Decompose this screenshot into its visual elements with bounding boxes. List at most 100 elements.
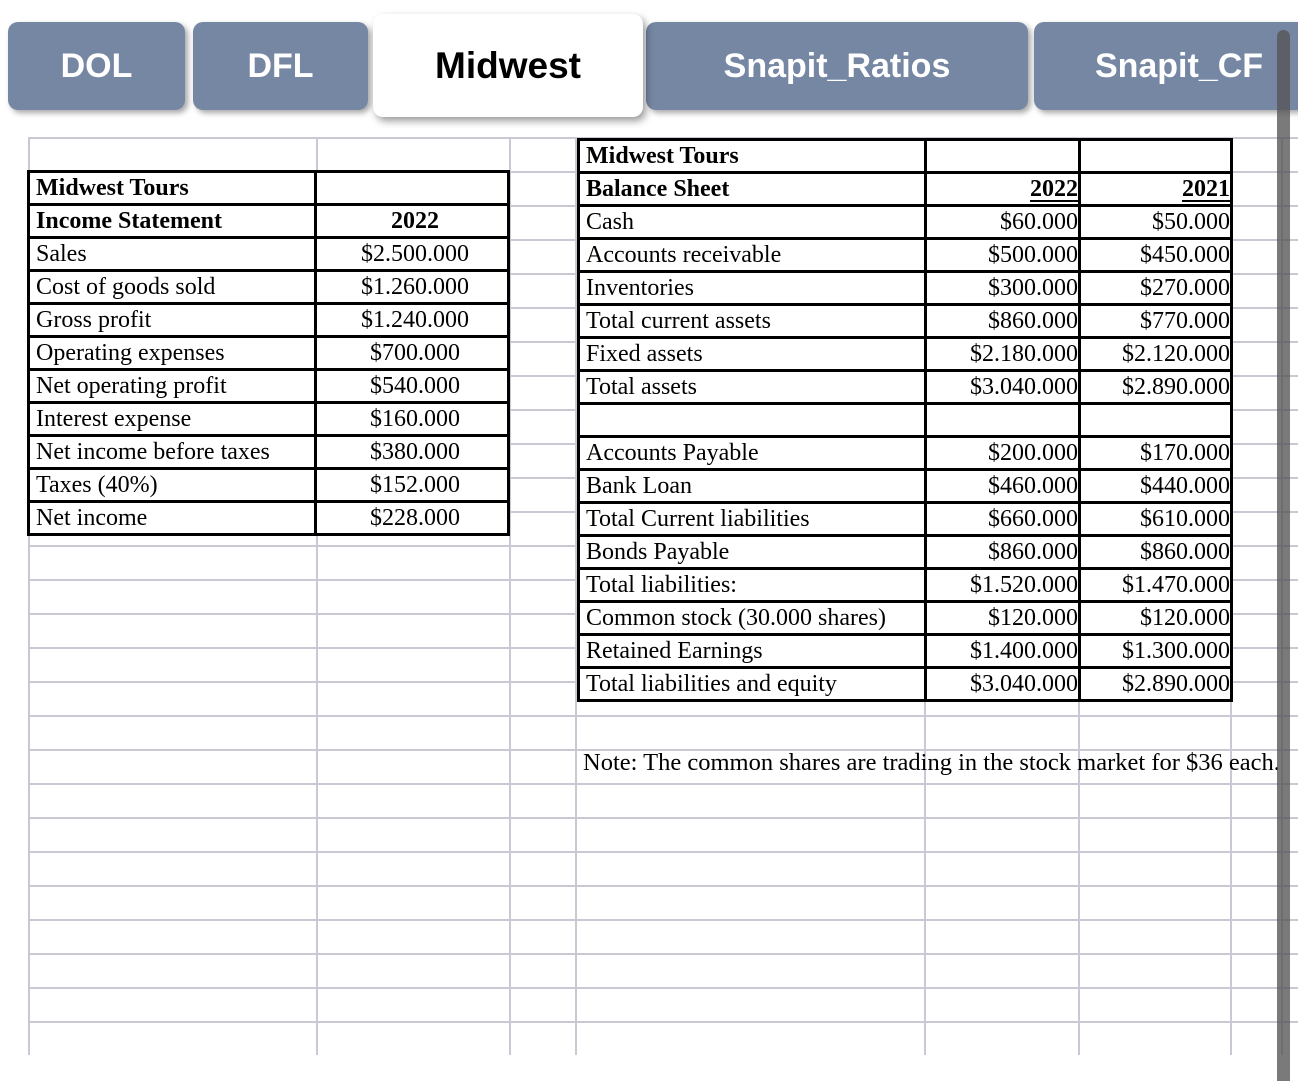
- cell-blank[interactable]: [314, 170, 510, 206]
- note-text: Note: The common shares are trading in t…: [583, 749, 1280, 776]
- cell-label[interactable]: Bonds Payable: [577, 534, 927, 570]
- cell-value[interactable]: $1.240.000: [314, 302, 510, 338]
- cell-value[interactable]: $2.890.000: [1078, 666, 1233, 702]
- cell-value[interactable]: $860.000: [924, 534, 1081, 570]
- cell-title[interactable]: Income Statement: [27, 203, 317, 239]
- table-row: Midwest Tours: [27, 170, 510, 206]
- table-row: Net income $228.000: [27, 500, 510, 536]
- cell-label[interactable]: Total liabilities and equity: [577, 666, 927, 702]
- cell-blank[interactable]: [1078, 138, 1233, 174]
- cell-company[interactable]: Midwest Tours: [577, 138, 927, 174]
- cell-label[interactable]: Accounts receivable: [577, 237, 927, 273]
- cell-label[interactable]: Inventories: [577, 270, 927, 306]
- cell-value[interactable]: [924, 402, 1081, 438]
- cell-label[interactable]: Total assets: [577, 369, 927, 405]
- cell-value[interactable]: $170.000: [1078, 435, 1233, 471]
- cell-label[interactable]: Cash: [577, 204, 927, 240]
- table-row: Total assets $3.040.000 $2.890.000: [577, 369, 1233, 405]
- table-row: Fixed assets $2.180.000 $2.120.000: [577, 336, 1233, 372]
- cell-year-header[interactable]: 2021: [1078, 171, 1233, 207]
- cell-label[interactable]: Sales: [27, 236, 317, 272]
- cell-value[interactable]: $1.470.000: [1078, 567, 1233, 603]
- cell-label[interactable]: Net operating profit: [27, 368, 317, 404]
- cell-label[interactable]: Net income before taxes: [27, 434, 317, 470]
- cell-value[interactable]: $860.000: [1078, 534, 1233, 570]
- cell-label[interactable]: Accounts Payable: [577, 435, 927, 471]
- cell-value[interactable]: $200.000: [924, 435, 1081, 471]
- cell-value[interactable]: $1.300.000: [1078, 633, 1233, 669]
- tab-snapit-cf[interactable]: Snapit_CF: [1034, 22, 1298, 110]
- cell-label[interactable]: Total Current liabilities: [577, 501, 927, 537]
- cell-value[interactable]: $440.000: [1078, 468, 1233, 504]
- cell-title[interactable]: Balance Sheet: [577, 171, 927, 207]
- cell-label[interactable]: Gross profit: [27, 302, 317, 338]
- cell-value[interactable]: $700.000: [314, 335, 510, 371]
- cell-label[interactable]: Common stock (30.000 shares): [577, 600, 927, 636]
- cell-value[interactable]: $120.000: [1078, 600, 1233, 636]
- cell-value[interactable]: $380.000: [314, 434, 510, 470]
- cell-year-header[interactable]: 2022: [314, 203, 510, 239]
- cell-value[interactable]: $2.890.000: [1078, 369, 1233, 405]
- gridline-vertical: [28, 137, 30, 1055]
- cell-value[interactable]: $120.000: [924, 600, 1081, 636]
- cell-label[interactable]: Fixed assets: [577, 336, 927, 372]
- cell-value[interactable]: $2.120.000: [1078, 336, 1233, 372]
- cell-value[interactable]: $228.000: [314, 500, 510, 536]
- cell-value[interactable]: $1.520.000: [924, 567, 1081, 603]
- table-row: Sales $2.500.000: [27, 236, 510, 272]
- tab-snapit-ratios[interactable]: Snapit_Ratios: [646, 22, 1028, 110]
- cell-value[interactable]: [1078, 402, 1233, 438]
- cell-value[interactable]: $3.040.000: [924, 666, 1081, 702]
- table-row: Total liabilities: $1.520.000 $1.470.000: [577, 567, 1233, 603]
- cell-label[interactable]: Bank Loan: [577, 468, 927, 504]
- cell-value[interactable]: $610.000: [1078, 501, 1233, 537]
- table-row: Total Current liabilities $660.000 $610.…: [577, 501, 1233, 537]
- cell-label[interactable]: Net income: [27, 500, 317, 536]
- cell-value[interactable]: $2.500.000: [314, 236, 510, 272]
- vertical-scrollbar-thumb[interactable]: [1277, 30, 1290, 1081]
- cell-value[interactable]: $2.180.000: [924, 336, 1081, 372]
- table-row: Interest expense $160.000: [27, 401, 510, 437]
- table-row: Midwest Tours: [577, 138, 1233, 174]
- cell-value[interactable]: $1.400.000: [924, 633, 1081, 669]
- cell-value[interactable]: $50.000: [1078, 204, 1233, 240]
- gridline-vertical: [575, 137, 577, 1055]
- cell-label[interactable]: Cost of goods sold: [27, 269, 317, 305]
- cell-label[interactable]: Retained Earnings: [577, 633, 927, 669]
- cell-value[interactable]: $770.000: [1078, 303, 1233, 339]
- tab-midwest-active[interactable]: Midwest: [373, 14, 643, 117]
- income-statement-table: Midwest Tours Income Statement 2022 Sale…: [27, 170, 510, 536]
- table-row: [577, 402, 1233, 438]
- cell-value[interactable]: $152.000: [314, 467, 510, 503]
- cell-value[interactable]: $460.000: [924, 468, 1081, 504]
- cell-value[interactable]: $300.000: [924, 270, 1081, 306]
- cell-value[interactable]: $3.040.000: [924, 369, 1081, 405]
- cell-value[interactable]: $860.000: [924, 303, 1081, 339]
- cell-label[interactable]: Interest expense: [27, 401, 317, 437]
- cell-label[interactable]: Total liabilities:: [577, 567, 927, 603]
- cell-value[interactable]: $450.000: [1078, 237, 1233, 273]
- cell-value[interactable]: $540.000: [314, 368, 510, 404]
- cell-company[interactable]: Midwest Tours: [27, 170, 317, 206]
- tab-dol[interactable]: DOL: [8, 22, 185, 110]
- table-row: Cost of goods sold $1.260.000: [27, 269, 510, 305]
- cell-label[interactable]: Total current assets: [577, 303, 927, 339]
- cell-value[interactable]: $270.000: [1078, 270, 1233, 306]
- cell-label[interactable]: [577, 402, 927, 438]
- cell-value[interactable]: $1.260.000: [314, 269, 510, 305]
- cell-value[interactable]: $660.000: [924, 501, 1081, 537]
- cell-label[interactable]: Taxes (40%): [27, 467, 317, 503]
- cell-blank[interactable]: [924, 138, 1081, 174]
- cell-value[interactable]: $500.000: [924, 237, 1081, 273]
- table-row: Net operating profit $540.000: [27, 368, 510, 404]
- cell-value[interactable]: $160.000: [314, 401, 510, 437]
- cell-label[interactable]: Operating expenses: [27, 335, 317, 371]
- cell-year-header[interactable]: 2022: [924, 171, 1081, 207]
- table-row: Accounts Payable $200.000 $170.000: [577, 435, 1233, 471]
- table-row: Cash $60.000 $50.000: [577, 204, 1233, 240]
- table-row: Total current assets $860.000 $770.000: [577, 303, 1233, 339]
- tab-dfl[interactable]: DFL: [193, 22, 368, 110]
- table-row: Bonds Payable $860.000 $860.000: [577, 534, 1233, 570]
- cell-value[interactable]: $60.000: [924, 204, 1081, 240]
